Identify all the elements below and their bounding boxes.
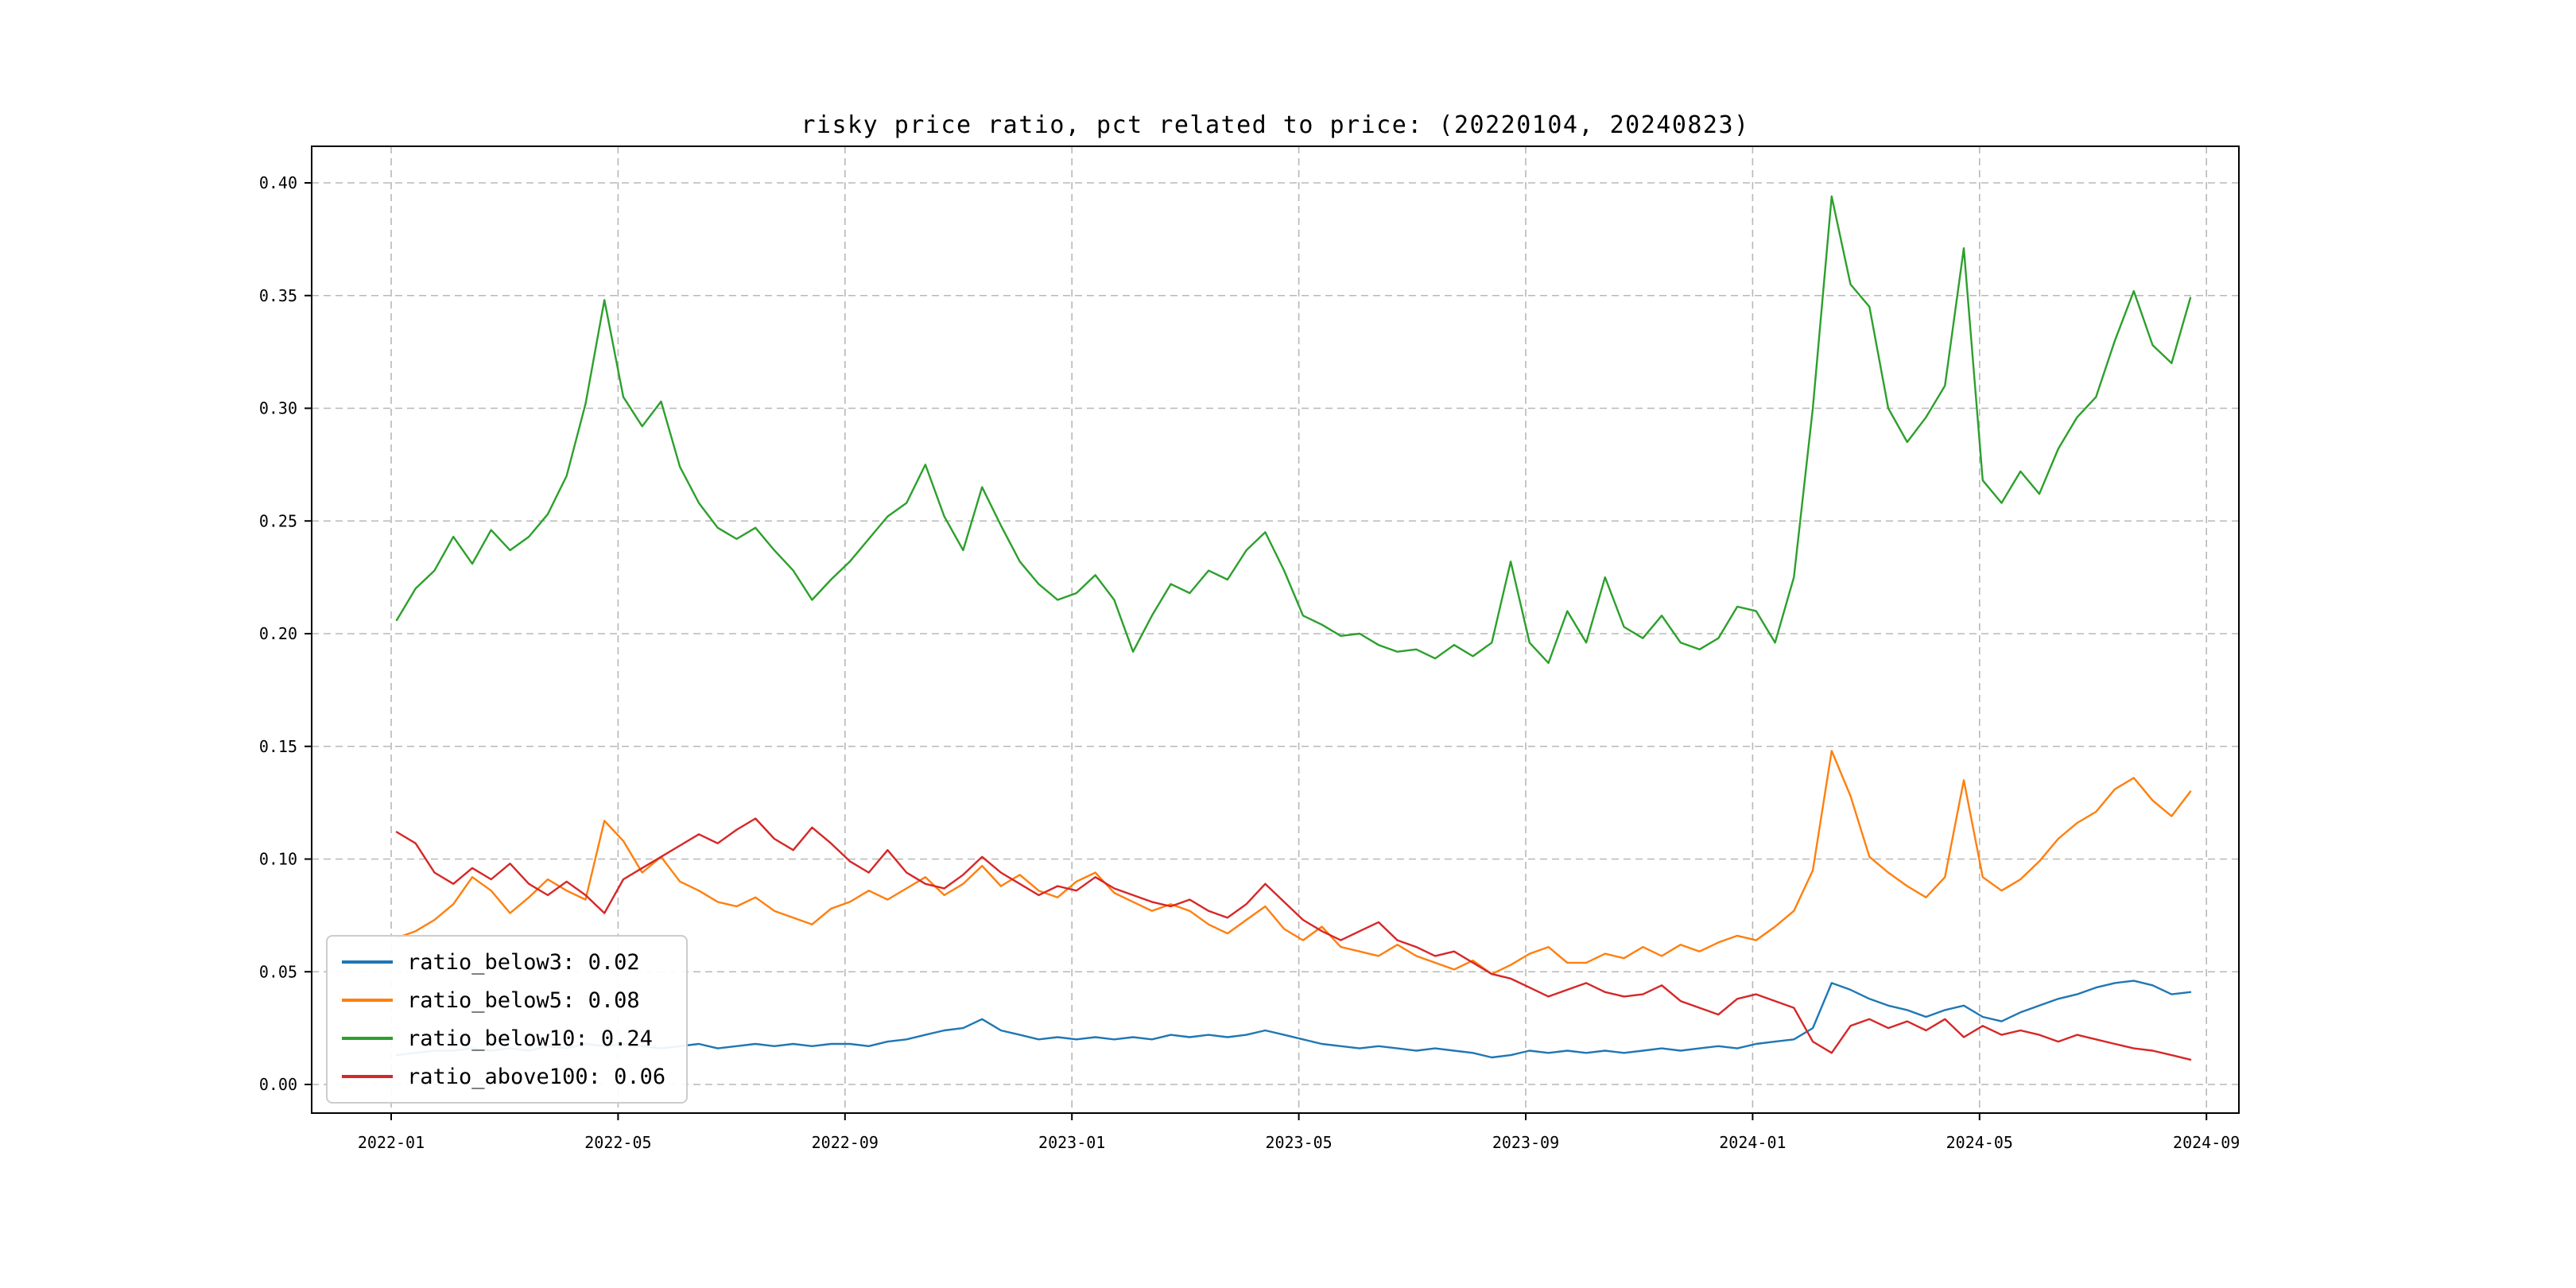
legend-label: ratio_below10: 0.24 bbox=[407, 1026, 653, 1051]
y-tick-label: 0.00 bbox=[259, 1075, 297, 1094]
legend-line-swatch bbox=[342, 960, 393, 964]
x-tick-label: 2024-05 bbox=[1946, 1133, 2013, 1152]
x-tick-label: 2022-05 bbox=[584, 1133, 651, 1152]
x-tick-label: 2023-09 bbox=[1492, 1133, 1559, 1152]
legend-line-swatch bbox=[342, 1037, 393, 1040]
legend: ratio_below3: 0.02 ratio_below5: 0.08 ra… bbox=[326, 935, 689, 1104]
legend-item-ratio-below10: ratio_below10: 0.24 bbox=[342, 1019, 665, 1057]
y-tick-label: 0.25 bbox=[259, 511, 297, 530]
y-tick-label: 0.10 bbox=[259, 850, 297, 869]
series-line-ratio_below10 bbox=[395, 195, 2192, 665]
legend-item-ratio-above100: ratio_above100: 0.06 bbox=[342, 1057, 665, 1096]
y-tick-label: 0.35 bbox=[259, 286, 297, 305]
x-tick-label: 2022-01 bbox=[358, 1133, 425, 1152]
y-tick-label: 0.30 bbox=[259, 399, 297, 418]
y-tick-label: 0.40 bbox=[259, 173, 297, 192]
series-line-ratio_below3 bbox=[395, 980, 2192, 1059]
legend-label: ratio_below5: 0.08 bbox=[407, 987, 640, 1013]
series-line-ratio_below5 bbox=[395, 750, 2192, 976]
plot-border bbox=[311, 145, 2240, 1114]
legend-label: ratio_above100: 0.06 bbox=[407, 1064, 666, 1089]
legend-item-ratio-below5: ratio_below5: 0.08 bbox=[342, 981, 665, 1019]
series-line-ratio_above100 bbox=[395, 817, 2192, 1061]
legend-item-ratio-below3: ratio_below3: 0.02 bbox=[342, 943, 665, 981]
y-tick-label: 0.05 bbox=[259, 962, 297, 981]
x-tick-label: 2023-05 bbox=[1265, 1133, 1332, 1152]
x-tick-label: 2022-09 bbox=[812, 1133, 879, 1152]
legend-line-swatch bbox=[342, 1075, 393, 1078]
x-tick-label: 2024-01 bbox=[1719, 1133, 1786, 1152]
y-tick-label: 0.15 bbox=[259, 737, 297, 756]
x-tick-label: 2023-01 bbox=[1038, 1133, 1105, 1152]
y-tick-label: 0.20 bbox=[259, 624, 297, 643]
legend-line-swatch bbox=[342, 999, 393, 1002]
chart-title: risky price ratio, pct related to price:… bbox=[801, 111, 1750, 139]
legend-label: ratio_below3: 0.02 bbox=[407, 949, 640, 975]
x-tick-label: 2024-09 bbox=[2173, 1133, 2240, 1152]
